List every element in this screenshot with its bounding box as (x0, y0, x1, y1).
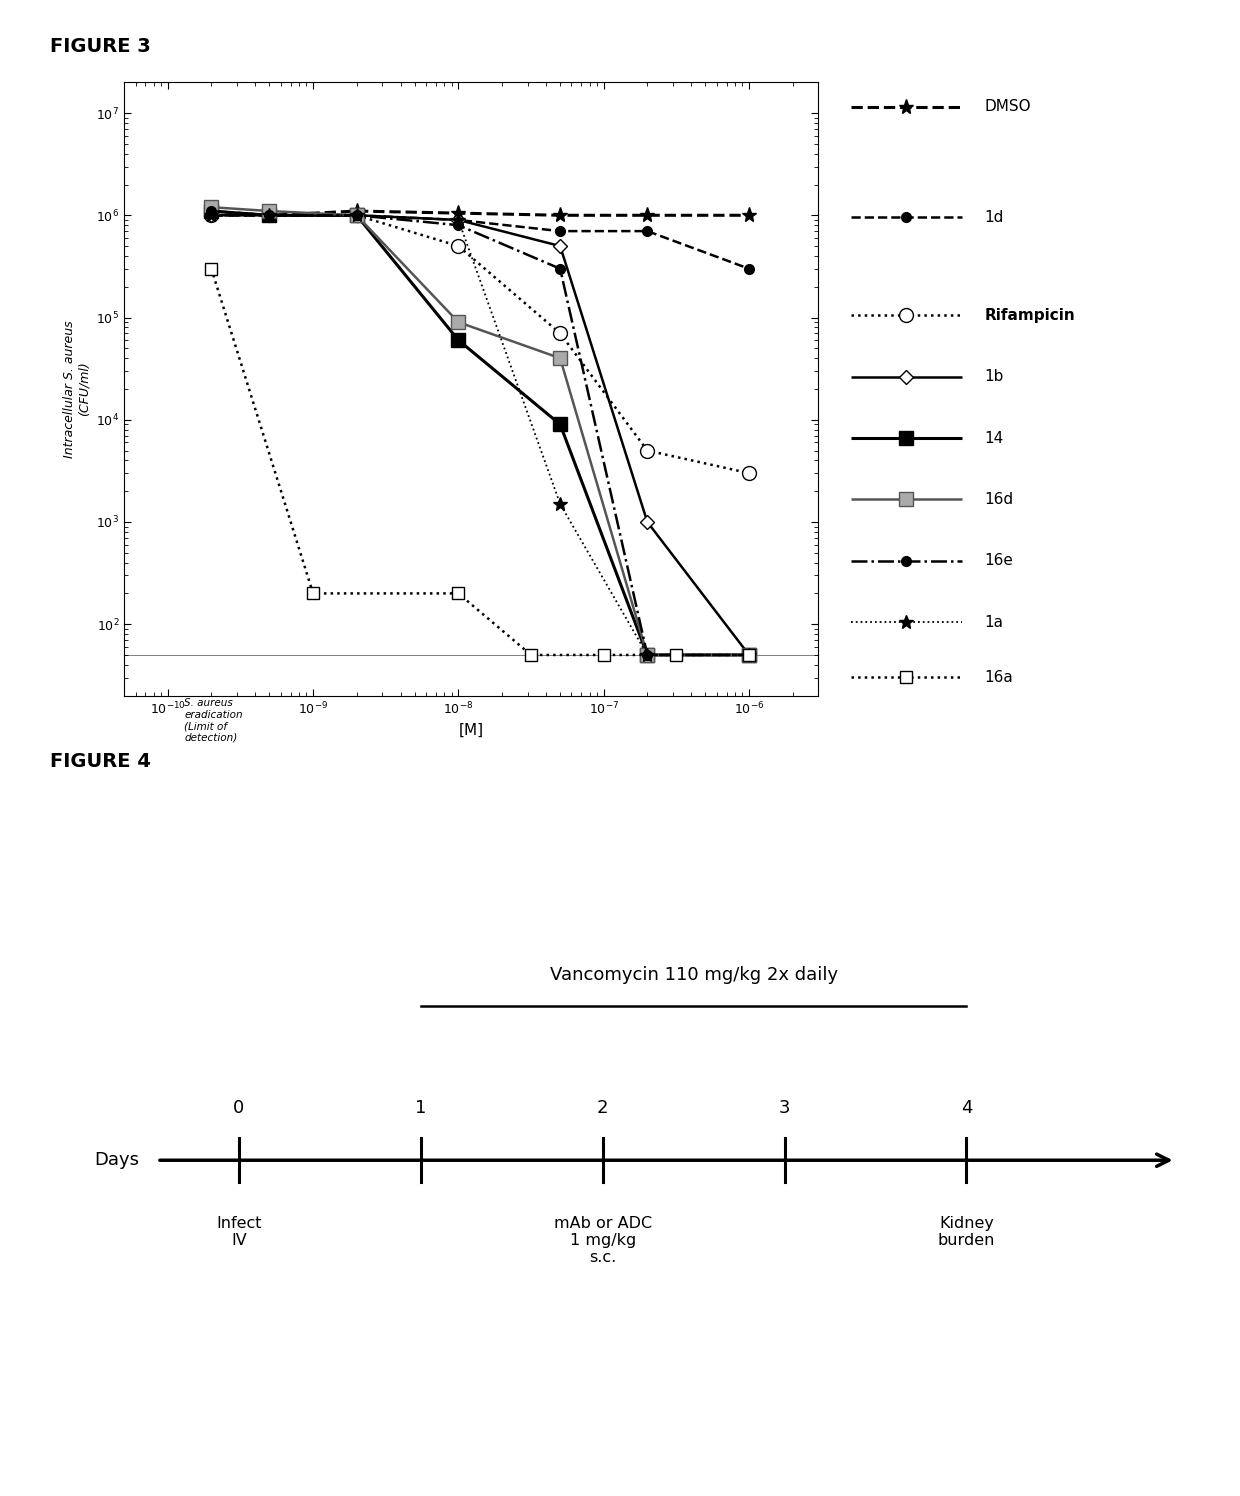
Text: 0: 0 (233, 1100, 244, 1118)
Text: FIGURE 3: FIGURE 3 (50, 37, 150, 57)
Text: Kidney
burden: Kidney burden (937, 1216, 994, 1248)
Text: Vancomycin 110 mg/kg 2x daily: Vancomycin 110 mg/kg 2x daily (549, 966, 838, 984)
X-axis label: [M]: [M] (459, 723, 484, 738)
Text: DMSO: DMSO (985, 99, 1032, 114)
Text: 2: 2 (596, 1100, 609, 1118)
Text: 3: 3 (779, 1100, 790, 1118)
Text: mAb or ADC
1 mg/kg
s.c.: mAb or ADC 1 mg/kg s.c. (553, 1216, 652, 1266)
Text: FIGURE 4: FIGURE 4 (50, 752, 150, 772)
Text: 1d: 1d (985, 209, 1004, 224)
Text: 1a: 1a (985, 615, 1003, 630)
Text: Rifampicin: Rifampicin (985, 308, 1075, 323)
Text: 1b: 1b (985, 370, 1004, 384)
Y-axis label: Intracellular S. aureus
(CFU/ml): Intracellular S. aureus (CFU/ml) (62, 320, 91, 458)
Text: S. aureus
eradication
(Limit of
detection): S. aureus eradication (Limit of detectio… (185, 699, 243, 742)
Text: 1: 1 (415, 1100, 427, 1118)
Text: 16d: 16d (985, 492, 1013, 507)
Text: 16e: 16e (985, 554, 1013, 568)
Text: 16a: 16a (985, 670, 1013, 685)
Text: Days: Days (94, 1152, 139, 1170)
Text: 14: 14 (985, 431, 1004, 446)
Text: 4: 4 (961, 1100, 972, 1118)
Text: Infect
IV: Infect IV (216, 1216, 262, 1248)
